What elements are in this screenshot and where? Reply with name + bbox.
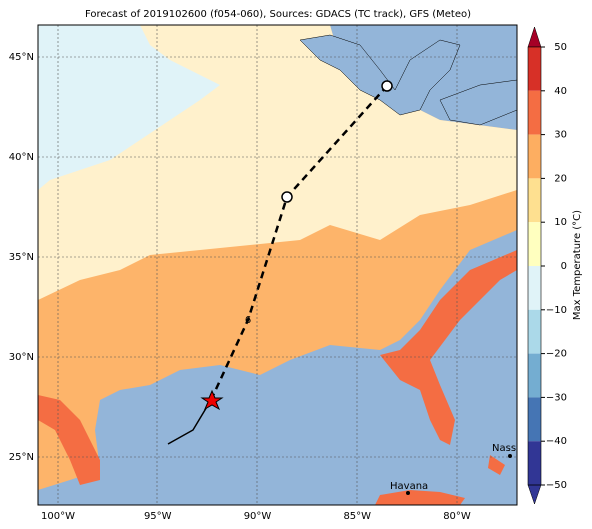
colorbar-segment xyxy=(528,222,541,266)
colorbar-segment xyxy=(528,178,541,223)
colorbar-tick-label: −50 xyxy=(546,480,567,491)
colorbar-segment xyxy=(528,134,541,179)
colorbar-tick-label: −30 xyxy=(546,392,567,403)
colorbar-segment xyxy=(528,397,541,442)
colorbar: 50 40 30 20 10 0 −10 −20 −30 −40 −50 xyxy=(527,26,567,505)
colorbar-segment xyxy=(528,309,541,354)
colorbar-tick-label: 0 xyxy=(561,261,567,272)
colorbar-segment xyxy=(528,90,541,135)
colorbar-tick-label: −10 xyxy=(546,305,567,316)
colorbar-segment xyxy=(528,47,541,91)
colorbar-extend xyxy=(527,484,542,505)
map: 6 Nassau Havana xyxy=(38,25,529,505)
colorbar-tick-label: 50 xyxy=(554,42,567,53)
city-label: Havana xyxy=(390,481,428,492)
colorbar-label: Max Temperature (°C) xyxy=(572,210,583,320)
colorbar-tick-label: 40 xyxy=(554,86,567,97)
colorbar-tick-label: 20 xyxy=(554,173,567,184)
colorbar-tick-label: 30 xyxy=(554,130,567,141)
colorbar-segment xyxy=(528,353,541,398)
colorbar-extend xyxy=(527,26,542,48)
lon-tick-label: 90°W xyxy=(244,511,272,522)
title: Forecast of 2019102600 (f054-060), Sourc… xyxy=(85,9,471,20)
colorbar-segment xyxy=(528,441,541,485)
lon-tick-label: 100°W xyxy=(41,511,75,522)
lat-tick-label: 30°N xyxy=(9,352,34,363)
lat-tick-label: 25°N xyxy=(9,452,34,463)
city-label: Nassau xyxy=(492,443,529,454)
colorbar-tick-label: 10 xyxy=(554,217,567,228)
colorbar-tick-label: −40 xyxy=(546,436,567,447)
lat-tick-label: 45°N xyxy=(9,52,34,63)
lon-tick-label: 95°W xyxy=(144,511,172,522)
colorbar-segment xyxy=(528,266,541,310)
lon-tick-label: 85°W xyxy=(343,511,371,522)
colorbar-tick-label: −20 xyxy=(546,349,567,360)
lat-tick-label: 35°N xyxy=(9,252,34,263)
lon-tick-label: 80°W xyxy=(443,511,471,522)
svg-text:6: 6 xyxy=(245,315,251,326)
lat-tick-label: 40°N xyxy=(9,152,34,163)
